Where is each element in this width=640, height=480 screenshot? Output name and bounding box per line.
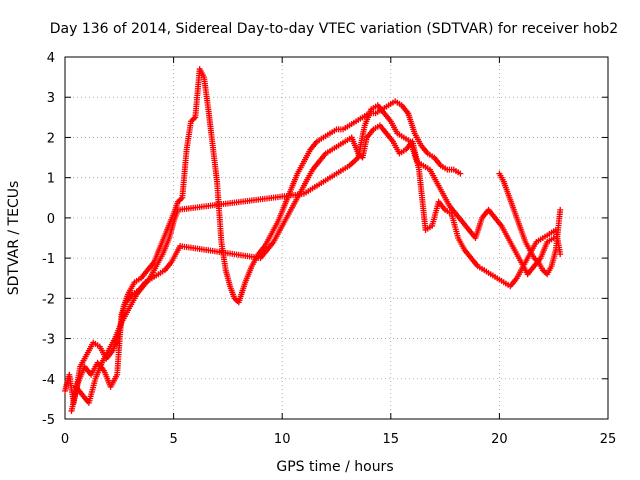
x-tick-label: 5 bbox=[169, 432, 177, 447]
x-tick-label: 0 bbox=[61, 432, 69, 447]
y-tick-label: -2 bbox=[42, 292, 55, 307]
y-axis-title: SDTVAR / TECUs bbox=[6, 181, 22, 296]
series-track-b bbox=[68, 122, 564, 414]
y-tick-label: -4 bbox=[42, 373, 55, 388]
y-tick-label: 3 bbox=[47, 91, 55, 106]
series-track-a bbox=[62, 66, 464, 406]
y-tick-label: -3 bbox=[42, 333, 55, 348]
y-tick-label: -5 bbox=[42, 413, 55, 428]
x-tick-label: 20 bbox=[491, 432, 508, 447]
data-point bbox=[557, 251, 564, 258]
y-tick-label: 2 bbox=[47, 131, 55, 146]
series-track-d bbox=[496, 170, 564, 278]
x-tick-label: 25 bbox=[600, 432, 617, 447]
y-tick-label: 0 bbox=[47, 212, 55, 227]
series-track-c bbox=[72, 102, 557, 406]
x-tick-label: 10 bbox=[274, 432, 291, 447]
data-point bbox=[550, 235, 557, 241]
data-point bbox=[457, 170, 464, 177]
plot-frame bbox=[64, 56, 609, 420]
y-tick-label: 4 bbox=[47, 51, 55, 66]
data-point bbox=[557, 206, 564, 213]
x-tick-label: 15 bbox=[383, 432, 400, 447]
series-group bbox=[62, 66, 564, 414]
x-axis-title: GPS time / hours bbox=[276, 459, 393, 475]
chart-title: Day 136 of 2014, Sidereal Day-to-day VTE… bbox=[50, 21, 618, 37]
y-tick-label: 1 bbox=[47, 172, 55, 187]
axis-ticks: 0 5 10 15 20 25 -5 -4 -3 -2 -1 0 1 2 3 4 bbox=[42, 51, 616, 447]
y-tick-label: -1 bbox=[42, 252, 55, 267]
